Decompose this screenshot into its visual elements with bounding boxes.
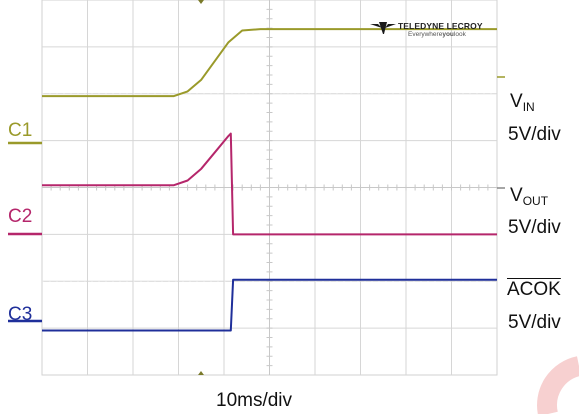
waveform-traces — [42, 28, 497, 332]
logo-brand-name: TELEDYNE LECROY — [398, 21, 483, 31]
vin-scale-label: 5V/div — [508, 124, 561, 145]
logo-mark-icon — [370, 22, 396, 34]
trace-c2 — [42, 132, 497, 236]
vout-scale-label: 5V/div — [508, 217, 561, 238]
time-scale-label: 10ms/div — [216, 390, 293, 411]
channel-markers — [8, 0, 505, 375]
vin-signal-label: VIN — [510, 91, 535, 114]
channel-label-c2: C2 — [8, 206, 33, 227]
acok-signal-label: ACOK — [507, 279, 561, 300]
vout-signal-label: VOUT — [510, 185, 549, 208]
trace-c1 — [42, 28, 497, 98]
logo-tagline: Everywhereyoulook — [408, 31, 466, 38]
channel-label-c3: C3 — [8, 304, 33, 325]
watermark-logo — [537, 356, 579, 414]
channel-label-c1: C1 — [8, 120, 33, 141]
trigger-marker-bottom — [198, 371, 204, 375]
trigger-marker-top — [198, 0, 204, 4]
acok-scale-label: 5V/div — [508, 312, 561, 333]
teledyne-lecroy-logo: TELEDYNE LECROY Everywhereyoulook — [370, 20, 496, 42]
trace-c3 — [42, 278, 497, 332]
graticule-grid — [42, 0, 497, 375]
watermark-arc — [537, 356, 579, 414]
